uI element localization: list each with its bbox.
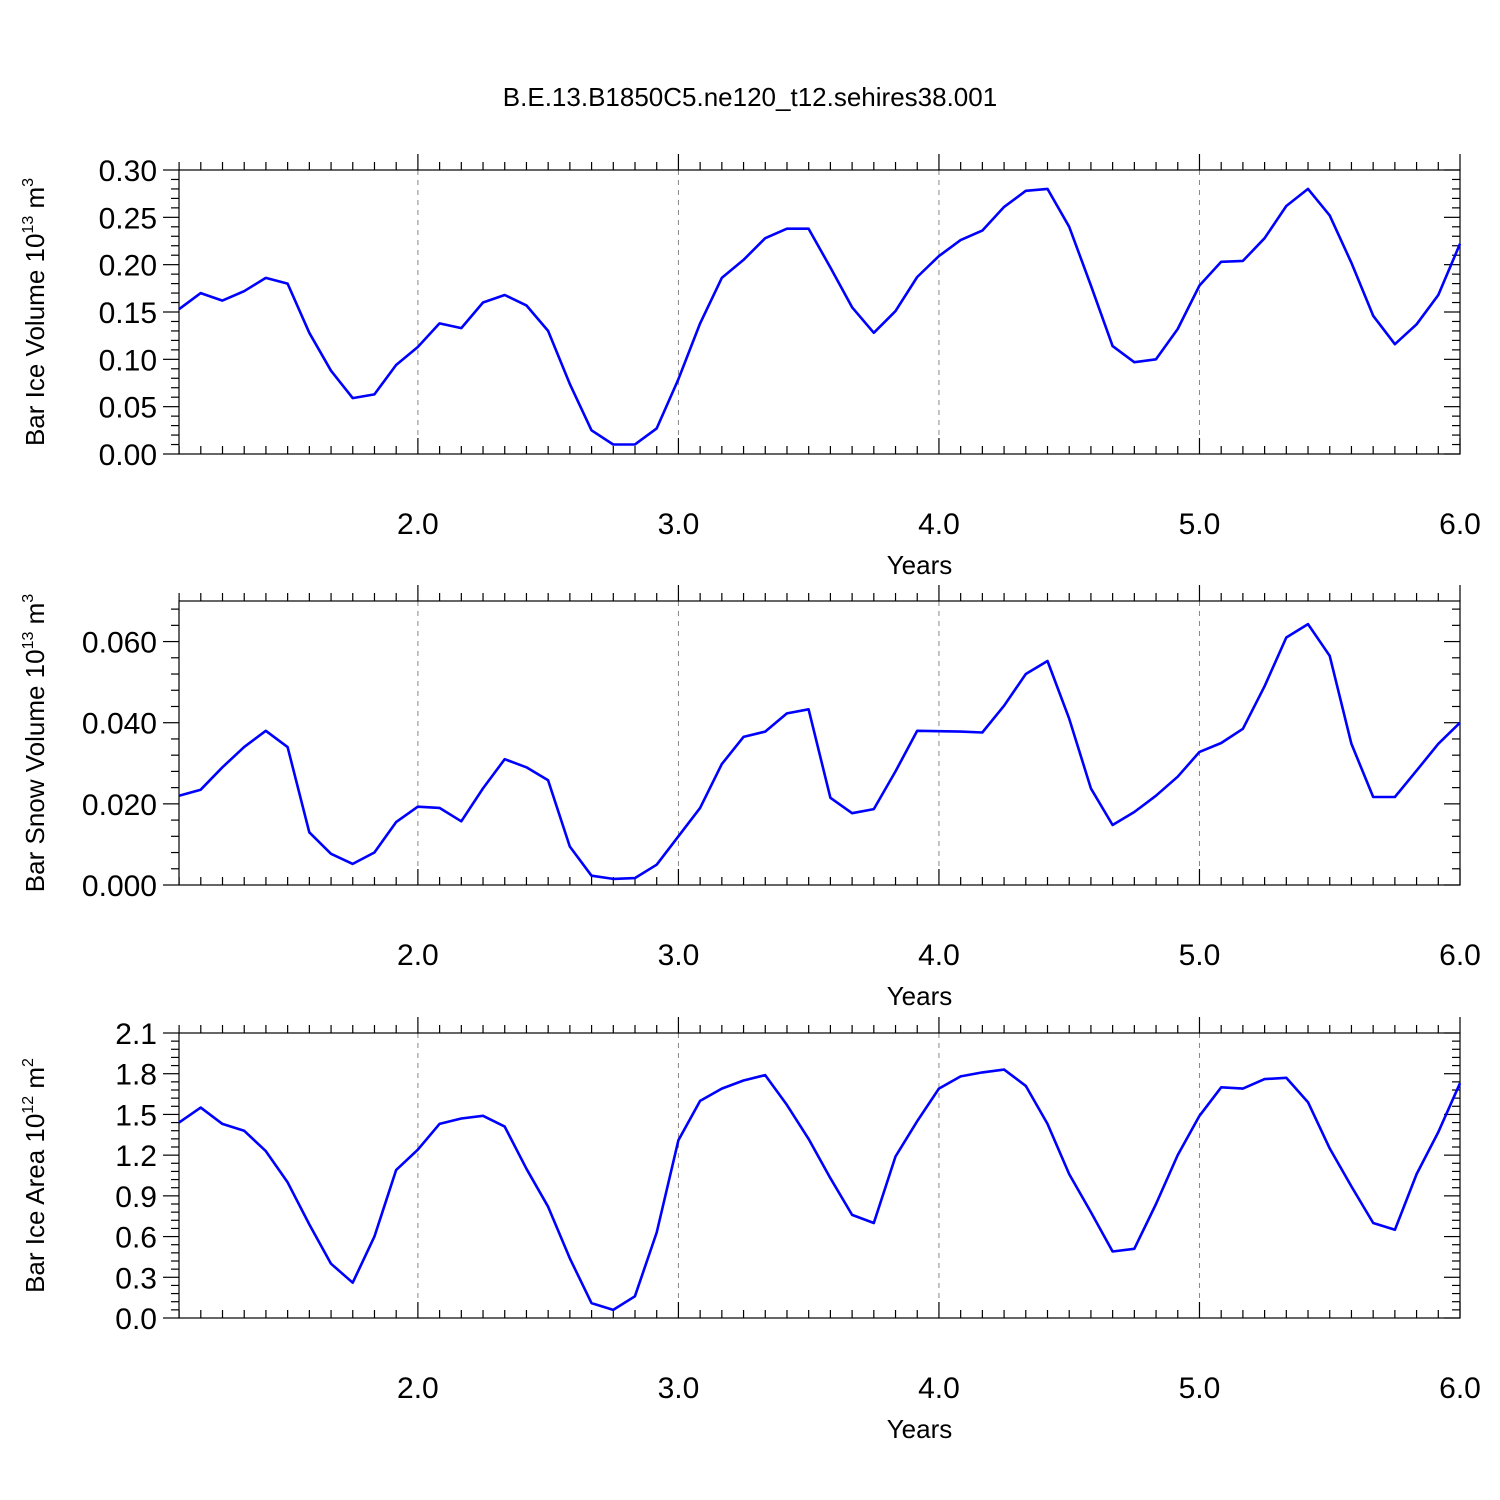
panel-ice-area: 0.0 0.3 0.6 0.9 1.2 1.5 1.8 2.1 2.0 3.0 4.0 5.0 6.0 Y… [20, 1017, 1481, 1444]
y-tick-label: 1.8 [115, 1059, 157, 1092]
x-tick-label: 5.0 [1179, 1372, 1221, 1405]
x-tick-label: 3.0 [658, 1372, 700, 1405]
y-tick-label: 0.000 [82, 870, 157, 903]
y-tick-label: 0.20 [99, 250, 157, 283]
y-axis-label: Bar Ice Volume 1013 m3 [20, 178, 50, 446]
y-axis-label: Bar Ice Area 1012 m2 [20, 1058, 50, 1293]
plot-frame [178, 600, 1461, 886]
x-tick-label: 5.0 [1179, 939, 1221, 972]
y-tick-label: 0.020 [82, 789, 157, 822]
x-axis-label: Years [887, 981, 953, 1011]
x-tick-label: 4.0 [918, 939, 960, 972]
panel-snow-volume: 0.000 0.020 0.040 0.060 2.0 3.0 4.0 5.0 6.0 Years… [20, 585, 1481, 1011]
x-tick-label: 6.0 [1439, 939, 1481, 972]
y-tick-label: 0.05 [99, 392, 157, 425]
figure-title: B.E.13.B1850C5.ne120_t12.sehires38.001 [503, 82, 997, 112]
x-tick-label: 2.0 [397, 1372, 439, 1405]
series-line [178, 622, 1461, 881]
x-tick-label: 4.0 [918, 508, 960, 541]
x-axis-label: Years [887, 1414, 953, 1444]
y-tick-label: 0.30 [99, 155, 157, 188]
y-tick-label: 0.3 [115, 1262, 157, 1295]
x-tick-label: 6.0 [1439, 1372, 1481, 1405]
y-tick-label: 0.15 [99, 297, 157, 330]
x-tick-label: 5.0 [1179, 508, 1221, 541]
y-tick-label: 0.00 [99, 439, 157, 472]
x-tick-label: 2.0 [397, 939, 439, 972]
plot-frame [178, 169, 1461, 455]
x-tick-label: 3.0 [658, 939, 700, 972]
y-tick-label: 1.5 [115, 1099, 157, 1132]
y-tick-label: 0.6 [115, 1222, 157, 1255]
x-tick-label: 2.0 [397, 508, 439, 541]
series-line [178, 187, 1462, 446]
y-axis-label: Bar Snow Volume 1013 m3 [20, 594, 50, 893]
x-tick-label: 3.0 [658, 508, 700, 541]
y-tick-label: 0.0 [115, 1303, 157, 1336]
plot-frame [178, 1032, 1461, 1319]
y-tick-label: 0.040 [82, 708, 157, 741]
y-tick-label: 2.1 [115, 1018, 157, 1051]
y-tick-label: 0.25 [99, 202, 157, 235]
y-tick-label: 0.10 [99, 344, 157, 377]
x-tick-label: 4.0 [918, 1372, 960, 1405]
x-axis-label: Years [887, 550, 953, 580]
series-line [178, 1068, 1462, 1312]
y-tick-label: 0.9 [115, 1181, 157, 1214]
panel-ice-volume: 0.00 0.05 0.10 0.15 0.20 0.25 0.30 2.0 3.0 4.0 5.0… [20, 154, 1481, 580]
y-tick-label: 0.060 [82, 627, 157, 660]
x-tick-label: 6.0 [1439, 508, 1481, 541]
y-tick-label: 1.2 [115, 1140, 157, 1173]
